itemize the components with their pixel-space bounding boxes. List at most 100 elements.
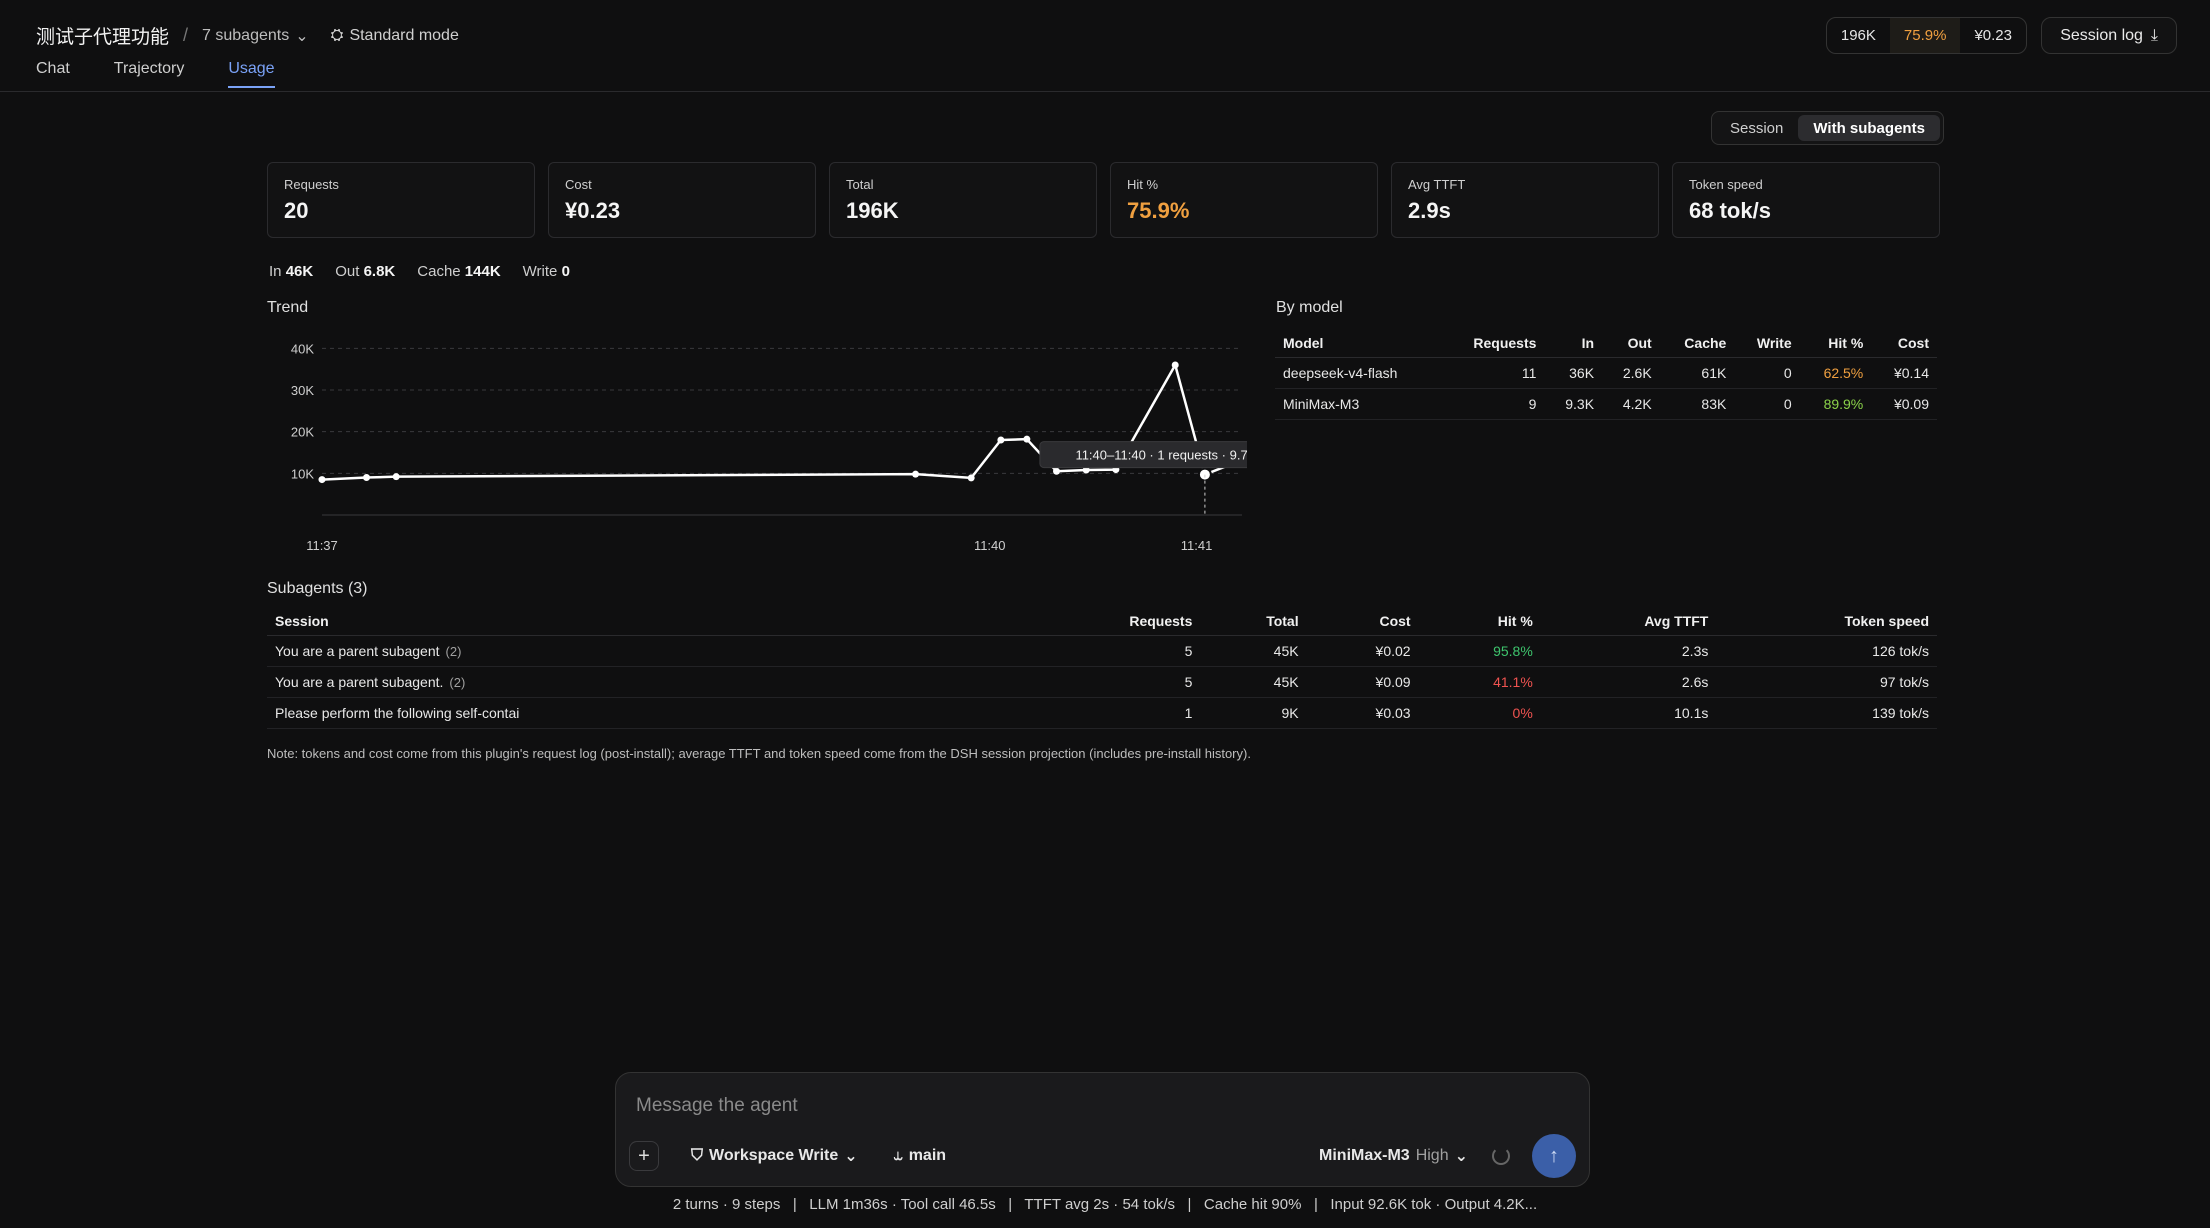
stat-tokens: 196K [1840, 27, 1876, 44]
io-cache-value: 144K [464, 263, 501, 280]
branch-selector[interactable]: ⥿ main [894, 1147, 946, 1165]
send-button[interactable]: ↑ [1532, 1134, 1576, 1178]
tab-usage[interactable]: Usage [228, 60, 275, 88]
cell-model: deepseek-v4-flash [1275, 357, 1443, 389]
mode-icon: ⛭ [330, 26, 344, 44]
toggle-session[interactable]: Session [1730, 119, 1784, 137]
table-row: MiniMax-M3 9 9.3K 4.2K 83K 0 89.9% ¥0.09 [1275, 388, 1937, 420]
toggle-with-subagents[interactable]: With subagents [1798, 115, 1940, 141]
cell-session: You are a parent subagent. (2) [267, 666, 1027, 698]
plus-icon: + [638, 1144, 650, 1167]
cell-cost: ¥0.09 [1871, 388, 1937, 420]
col-write: Write [1734, 329, 1800, 358]
card-value: 68 tok/s [1689, 198, 1771, 223]
data-point [392, 473, 400, 481]
card-value: 2.9s [1408, 198, 1451, 223]
card-label: Cost [565, 177, 592, 192]
data-point [1023, 435, 1031, 443]
composer-toolbar: + ⛉ Workspace Write ⌄ ⥿ main MiniMax-M3 … [629, 1134, 1576, 1178]
io-write-value: 0 [561, 263, 570, 280]
card-label: Token speed [1689, 177, 1763, 192]
table-row[interactable]: You are a parent subagent (2) 5 45K ¥0.02… [267, 635, 1937, 667]
data-point [1082, 466, 1090, 474]
col-cache: Cache [1659, 329, 1735, 358]
x-tick-label: 11:40 [974, 538, 1006, 553]
tab-chat[interactable]: Chat [36, 60, 70, 77]
cell-hit: 95.8% [1418, 635, 1541, 667]
cell-ttft: 2.6s [1540, 666, 1717, 698]
model-selector[interactable]: MiniMax-M3 High ⌄ [1319, 1146, 1468, 1166]
cell-total: 9K [1200, 697, 1307, 729]
col-cost: Cost [1871, 329, 1937, 358]
session-log-button[interactable]: Session log ⤓ [2041, 17, 2177, 54]
chevron-down-icon: ⌄ [1454, 1148, 1468, 1165]
cell-cache: 83K [1659, 388, 1735, 420]
cell-requests: 9 [1442, 388, 1545, 420]
workspace-selector[interactable]: ⛉ Workspace Write ⌄ [691, 1146, 858, 1166]
data-point [967, 474, 975, 482]
cell-requests: 5 [1027, 635, 1201, 667]
table-row[interactable]: Please perform the following self-contai… [267, 697, 1937, 729]
subagents-dropdown[interactable]: 7 subagents ⌄ [202, 26, 309, 46]
io-breakdown: In 46K Out 6.8K Cache 144K Write 0 [269, 263, 570, 280]
data-point [912, 470, 920, 478]
cell-write: 0 [1734, 357, 1800, 389]
usage-note: Note: tokens and cost come from this plu… [267, 746, 1251, 761]
branch-label: main [908, 1147, 947, 1164]
card-requests: Requests 20 [267, 162, 535, 238]
io-out-value: 6.8K [363, 263, 396, 280]
session-stats-pill[interactable]: 196K 75.9% ¥0.23 [1825, 17, 2027, 54]
tab-trajectory[interactable]: Trajectory [113, 60, 185, 77]
arrow-up-icon: ↑ [1549, 1144, 1559, 1167]
cell-session: You are a parent subagent (2) [267, 635, 1027, 667]
table-row[interactable]: You are a parent subagent. (2) 5 45K ¥0.0… [267, 666, 1937, 698]
cell-write: 0 [1734, 388, 1800, 420]
subagents-table: Session Requests Total Cost Hit % Avg TT… [267, 607, 1937, 729]
add-attachment-button[interactable]: + [629, 1141, 659, 1171]
data-point [318, 476, 326, 484]
data-point [997, 436, 1005, 444]
by-model-title: By model [1276, 299, 1343, 316]
cell-cost: ¥0.09 [1306, 666, 1419, 698]
col-requests: Requests [1027, 607, 1201, 636]
x-tick-label: 11:41 [1181, 538, 1213, 553]
card-value: ¥0.23 [565, 198, 621, 223]
trend-chart: 10K 20K 30K 40K 11:37 11:40 11:41 11:40–11:40 ·… [291, 341, 1247, 553]
shield-icon: ⛉ [691, 1147, 704, 1164]
col-hit: Hit % [1799, 329, 1872, 358]
io-out-label: Out [335, 263, 360, 280]
data-point [1171, 361, 1179, 369]
cell-out: 4.2K [1602, 388, 1660, 420]
cell-model: MiniMax-M3 [1275, 388, 1443, 420]
mode-selector[interactable]: ⛭ Standard mode [331, 27, 459, 45]
cell-requests: 11 [1442, 357, 1545, 389]
cell-cost: ¥0.14 [1871, 357, 1937, 389]
workspace-label: Workspace Write [709, 1147, 839, 1164]
y-tick-label: 40K [291, 341, 314, 356]
by-model-table: Model Requests In Out Cache Write Hit % … [1275, 329, 1937, 420]
message-input[interactable]: Message the agent [636, 1095, 798, 1116]
session-count: (2) [445, 644, 462, 659]
card-label: Avg TTFT [1408, 177, 1466, 192]
session-count: (2) [449, 675, 466, 690]
cell-cache: 61K [1659, 357, 1735, 389]
tooltip-box [1039, 441, 1247, 469]
message-composer: Message the agent + ⛉ Workspace Write ⌄ … [615, 1072, 1590, 1187]
stat-cost: ¥0.23 [1974, 27, 2012, 44]
card-value: 75.9% [1127, 198, 1190, 223]
tab-bar: Chat Trajectory Usage [36, 60, 275, 88]
cell-total: 45K [1200, 635, 1307, 667]
cell-cost: ¥0.03 [1306, 697, 1419, 729]
chevron-down-icon: ⌄ [295, 27, 309, 45]
subagents-title: Subagents (3) [267, 580, 368, 597]
card-label: Total [846, 177, 874, 192]
col-cost: Cost [1306, 607, 1419, 636]
scope-toggle: Session With subagents [1711, 111, 1944, 145]
cell-requests: 5 [1027, 666, 1201, 698]
top-bar: 测试子代理功能 / 7 subagents ⌄ ⛭ Standard mode … [0, 0, 2210, 92]
card-token-speed: Token speed 68 tok/s [1672, 162, 1940, 238]
status-footer: 2 turns · 9 steps | LLM 1m36s · Tool cal… [672, 1196, 1538, 1213]
cell-speed: 97 tok/s [1716, 666, 1937, 698]
session-log-label: Session log [2060, 26, 2143, 44]
cell-speed: 126 tok/s [1716, 635, 1937, 667]
